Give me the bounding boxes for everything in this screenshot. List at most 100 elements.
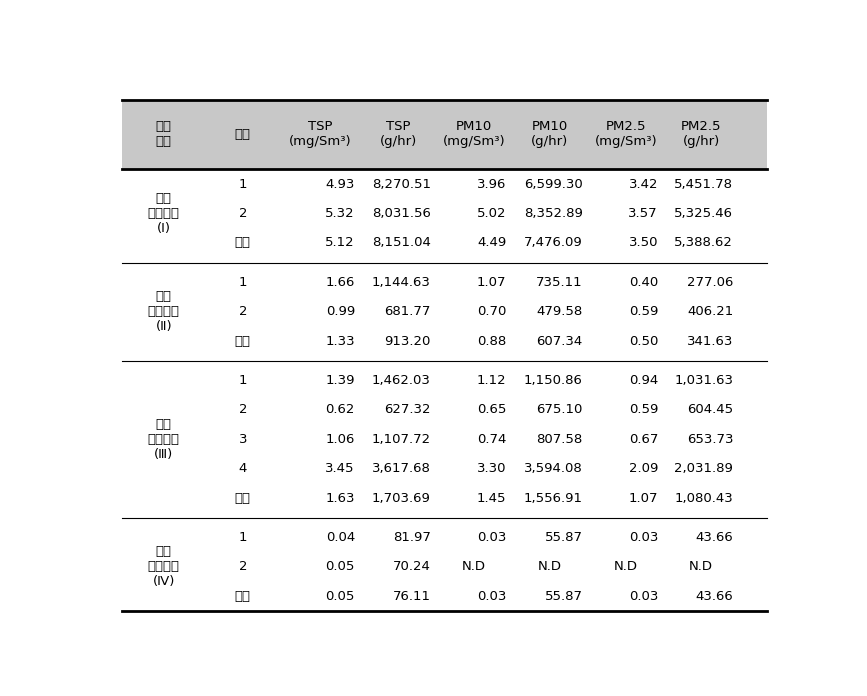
Text: PM2.5
(mg/Sm³): PM2.5 (mg/Sm³) — [595, 120, 657, 148]
Text: 0.59: 0.59 — [629, 305, 658, 318]
Text: 0.03: 0.03 — [477, 590, 506, 603]
Text: 발전
시설: 발전 시설 — [156, 120, 172, 148]
Text: 1.07: 1.07 — [629, 491, 658, 505]
Text: N.D: N.D — [689, 560, 713, 573]
Text: 70.24: 70.24 — [393, 560, 431, 573]
Text: 3: 3 — [238, 433, 247, 445]
Text: 0.59: 0.59 — [629, 403, 658, 416]
Text: 2: 2 — [238, 305, 247, 318]
Text: 479.58: 479.58 — [537, 305, 583, 318]
Text: 3.96: 3.96 — [477, 177, 506, 191]
Text: 1,080.43: 1,080.43 — [675, 491, 733, 505]
Text: 55.87: 55.87 — [544, 590, 583, 603]
Text: 81.97: 81.97 — [393, 530, 431, 544]
Text: 1.07: 1.07 — [477, 276, 506, 289]
Text: 0.40: 0.40 — [629, 276, 658, 289]
Text: 406.21: 406.21 — [687, 305, 733, 318]
Text: 1: 1 — [238, 374, 247, 387]
Text: 평균: 평균 — [235, 491, 251, 505]
Text: 7,476.09: 7,476.09 — [524, 237, 583, 249]
Text: 5,325.46: 5,325.46 — [675, 207, 733, 220]
Text: 0.05: 0.05 — [326, 590, 355, 603]
Text: 5.32: 5.32 — [325, 207, 355, 220]
Text: 0.62: 0.62 — [326, 403, 355, 416]
Text: 0.03: 0.03 — [629, 530, 658, 544]
Text: 675.10: 675.10 — [537, 403, 583, 416]
Text: 681.77: 681.77 — [385, 305, 431, 318]
Text: 607.34: 607.34 — [537, 335, 583, 347]
Text: 4.93: 4.93 — [326, 177, 355, 191]
Text: 2: 2 — [238, 560, 247, 573]
Text: 횟수: 횟수 — [235, 128, 251, 141]
Text: 1.63: 1.63 — [325, 491, 355, 505]
Text: 2.09: 2.09 — [629, 462, 658, 475]
Text: 2,031.89: 2,031.89 — [675, 462, 733, 475]
Text: 5,388.62: 5,388.62 — [675, 237, 733, 249]
Text: PM10
(g/hr): PM10 (g/hr) — [531, 120, 569, 148]
Text: 평균: 평균 — [235, 590, 251, 603]
Text: 3,617.68: 3,617.68 — [372, 462, 431, 475]
Text: 2: 2 — [238, 207, 247, 220]
Text: 0.94: 0.94 — [629, 374, 658, 387]
Text: 평균: 평균 — [235, 335, 251, 347]
Text: 1.06: 1.06 — [326, 433, 355, 445]
Text: 8,270.51: 8,270.51 — [372, 177, 431, 191]
Text: PM10
(mg/Sm³): PM10 (mg/Sm³) — [442, 120, 505, 148]
Text: 627.32: 627.32 — [384, 403, 431, 416]
Text: 0.88: 0.88 — [477, 335, 506, 347]
Text: 4.49: 4.49 — [477, 237, 506, 249]
Text: 평균: 평균 — [235, 237, 251, 249]
Text: 0.99: 0.99 — [326, 305, 355, 318]
Text: 55.87: 55.87 — [544, 530, 583, 544]
Text: PM2.5
(g/hr): PM2.5 (g/hr) — [681, 120, 721, 148]
Text: 0.65: 0.65 — [477, 403, 506, 416]
Text: 43.66: 43.66 — [695, 530, 733, 544]
Text: 2: 2 — [238, 403, 247, 416]
Text: 6,599.30: 6,599.30 — [524, 177, 583, 191]
Text: 43.66: 43.66 — [695, 590, 733, 603]
Text: 5,451.78: 5,451.78 — [675, 177, 733, 191]
Text: 1,556.91: 1,556.91 — [524, 491, 583, 505]
Text: 0.74: 0.74 — [477, 433, 506, 445]
Text: 653.73: 653.73 — [687, 433, 733, 445]
Text: 1,150.86: 1,150.86 — [524, 374, 583, 387]
Text: 화력
발전시설
(Ⅳ): 화력 발전시설 (Ⅳ) — [147, 545, 179, 588]
Text: 807.58: 807.58 — [537, 433, 583, 445]
Text: 1,462.03: 1,462.03 — [372, 374, 431, 387]
Text: 4: 4 — [238, 462, 247, 475]
Text: 1.12: 1.12 — [477, 374, 506, 387]
Text: 1,144.63: 1,144.63 — [372, 276, 431, 289]
Text: 1,107.72: 1,107.72 — [372, 433, 431, 445]
Text: N.D: N.D — [462, 560, 486, 573]
Text: 0.67: 0.67 — [629, 433, 658, 445]
Text: 5.02: 5.02 — [477, 207, 506, 220]
Text: 277.06: 277.06 — [687, 276, 733, 289]
Text: 3.45: 3.45 — [325, 462, 355, 475]
Bar — [121, 100, 766, 169]
Text: TSP
(mg/Sm³): TSP (mg/Sm³) — [289, 120, 351, 148]
Text: 화력
발전시설
(Ⅲ): 화력 발전시설 (Ⅲ) — [147, 418, 179, 461]
Text: 0.03: 0.03 — [477, 530, 506, 544]
Text: 341.63: 341.63 — [687, 335, 733, 347]
Text: TSP
(g/hr): TSP (g/hr) — [380, 120, 417, 148]
Text: 0.04: 0.04 — [326, 530, 355, 544]
Text: 0.03: 0.03 — [629, 590, 658, 603]
Text: 913.20: 913.20 — [385, 335, 431, 347]
Text: 1: 1 — [238, 177, 247, 191]
Text: 1: 1 — [238, 530, 247, 544]
Text: 3.57: 3.57 — [629, 207, 658, 220]
Text: 3,594.08: 3,594.08 — [524, 462, 583, 475]
Text: 3.30: 3.30 — [477, 462, 506, 475]
Text: 3.50: 3.50 — [629, 237, 658, 249]
Text: 604.45: 604.45 — [688, 403, 733, 416]
Text: 8,031.56: 8,031.56 — [372, 207, 431, 220]
Text: 1.66: 1.66 — [326, 276, 355, 289]
Text: 1.39: 1.39 — [325, 374, 355, 387]
Text: 1: 1 — [238, 276, 247, 289]
Text: 0.50: 0.50 — [629, 335, 658, 347]
Text: 0.05: 0.05 — [326, 560, 355, 573]
Text: 5.12: 5.12 — [325, 237, 355, 249]
Text: 1.33: 1.33 — [325, 335, 355, 347]
Text: 1,703.69: 1,703.69 — [372, 491, 431, 505]
Text: 화력
발전시설
(Ⅱ): 화력 발전시설 (Ⅱ) — [147, 290, 179, 333]
